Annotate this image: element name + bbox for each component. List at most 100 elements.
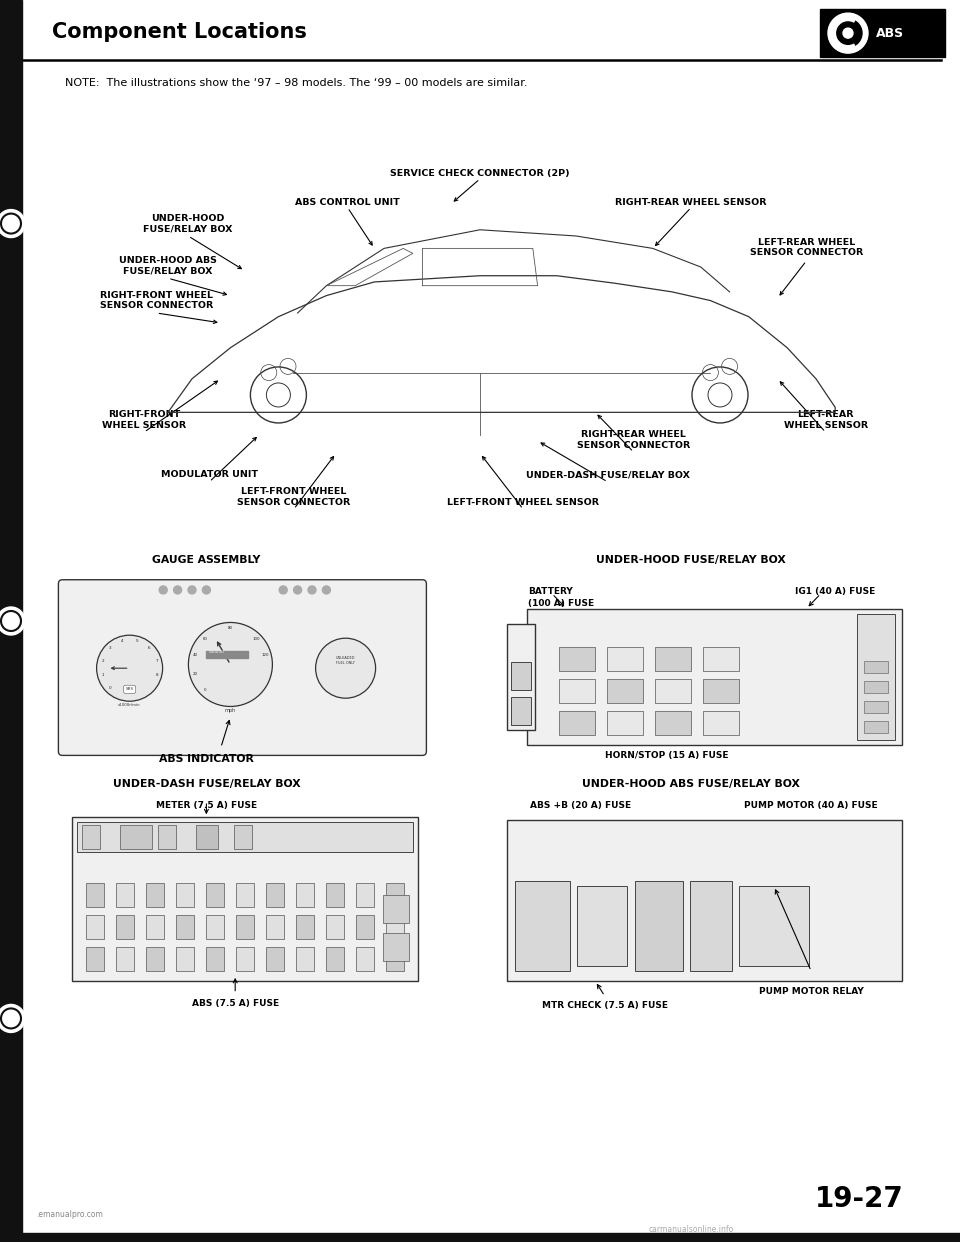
Bar bbox=[511, 662, 531, 691]
Bar bbox=[82, 825, 100, 850]
Bar bbox=[577, 887, 627, 966]
Bar bbox=[515, 881, 570, 971]
Text: MTR CHECK (7.5 A) FUSE: MTR CHECK (7.5 A) FUSE bbox=[541, 1001, 668, 1010]
Bar bbox=[690, 881, 732, 971]
Bar bbox=[296, 948, 314, 971]
Bar bbox=[356, 948, 374, 971]
Bar bbox=[559, 647, 595, 671]
Bar bbox=[296, 915, 314, 939]
Text: UNDER-HOOD
FUSE/RELAY BOX: UNDER-HOOD FUSE/RELAY BOX bbox=[143, 214, 233, 233]
Text: 19-27: 19-27 bbox=[815, 1185, 903, 1212]
Bar bbox=[864, 681, 888, 693]
Text: 8: 8 bbox=[156, 673, 158, 677]
Bar bbox=[234, 825, 252, 850]
Bar bbox=[703, 647, 739, 671]
Bar bbox=[0, 0, 22, 1242]
Circle shape bbox=[308, 586, 316, 594]
Text: LEFT-REAR
WHEEL SENSOR: LEFT-REAR WHEEL SENSOR bbox=[783, 410, 868, 430]
Bar bbox=[86, 948, 104, 971]
Text: RIGHT-REAR WHEEL
SENSOR CONNECTOR: RIGHT-REAR WHEEL SENSOR CONNECTOR bbox=[577, 430, 690, 450]
Circle shape bbox=[843, 29, 853, 39]
Text: LEFT-FRONT WHEEL SENSOR: LEFT-FRONT WHEEL SENSOR bbox=[447, 498, 599, 507]
Text: PUMP MOTOR RELAY: PUMP MOTOR RELAY bbox=[758, 987, 864, 996]
Bar bbox=[326, 883, 344, 907]
Bar bbox=[116, 948, 134, 971]
Text: LEFT-FRONT WHEEL
SENSOR CONNECTOR: LEFT-FRONT WHEEL SENSOR CONNECTOR bbox=[237, 487, 350, 507]
Bar bbox=[864, 702, 888, 713]
Circle shape bbox=[316, 638, 375, 698]
Bar bbox=[236, 948, 254, 971]
Text: RIGHT-FRONT WHEEL
SENSOR CONNECTOR: RIGHT-FRONT WHEEL SENSOR CONNECTOR bbox=[100, 291, 213, 310]
Text: 120: 120 bbox=[261, 653, 269, 657]
Bar bbox=[116, 883, 134, 907]
Bar bbox=[857, 614, 896, 740]
Bar bbox=[655, 647, 691, 671]
Text: SRS: SRS bbox=[126, 687, 133, 692]
Bar bbox=[176, 915, 194, 939]
Bar bbox=[326, 948, 344, 971]
Text: RIGHT-FRONT
WHEEL SENSOR: RIGHT-FRONT WHEEL SENSOR bbox=[102, 410, 186, 430]
Circle shape bbox=[0, 210, 25, 237]
Bar bbox=[607, 712, 643, 735]
Text: 7: 7 bbox=[156, 660, 158, 663]
Text: ABS CONTROL UNIT: ABS CONTROL UNIT bbox=[295, 199, 400, 207]
Text: 5: 5 bbox=[135, 640, 138, 643]
Text: 3: 3 bbox=[108, 646, 111, 651]
Text: UNLEADED
FUEL ONLY: UNLEADED FUEL ONLY bbox=[336, 657, 355, 664]
Bar bbox=[176, 883, 194, 907]
Bar bbox=[511, 697, 531, 725]
Circle shape bbox=[188, 586, 196, 594]
Text: 0: 0 bbox=[204, 688, 206, 692]
Bar bbox=[0, 1233, 960, 1242]
Bar bbox=[86, 883, 104, 907]
Bar bbox=[116, 915, 134, 939]
Bar bbox=[266, 948, 284, 971]
Bar bbox=[176, 948, 194, 971]
Text: SERVICE CHECK CONNECTOR (2P): SERVICE CHECK CONNECTOR (2P) bbox=[390, 169, 570, 178]
Circle shape bbox=[203, 586, 210, 594]
Bar bbox=[383, 933, 409, 961]
FancyBboxPatch shape bbox=[59, 580, 426, 755]
Text: NOTE:  The illustrations show the ‘97 – 98 models. The ‘99 – 00 models are simil: NOTE: The illustrations show the ‘97 – 9… bbox=[65, 78, 527, 88]
Bar bbox=[206, 948, 224, 971]
Bar bbox=[266, 915, 284, 939]
Text: 60: 60 bbox=[203, 637, 207, 641]
Bar bbox=[507, 623, 535, 730]
Bar bbox=[739, 887, 809, 966]
Text: UNDER-HOOD ABS
FUSE/RELAY BOX: UNDER-HOOD ABS FUSE/RELAY BOX bbox=[119, 256, 217, 276]
Bar bbox=[326, 915, 344, 939]
Bar bbox=[386, 883, 404, 907]
Text: 100: 100 bbox=[252, 637, 259, 641]
Text: .emanualpro.com: .emanualpro.com bbox=[36, 1210, 104, 1220]
Text: GAUGE ASSEMBLY: GAUGE ASSEMBLY bbox=[153, 555, 260, 565]
Bar bbox=[655, 712, 691, 735]
Circle shape bbox=[0, 1005, 25, 1032]
Bar bbox=[703, 712, 739, 735]
Text: ABS +B (20 A) FUSE: ABS +B (20 A) FUSE bbox=[530, 801, 631, 810]
Bar bbox=[206, 651, 249, 658]
Text: 80: 80 bbox=[228, 626, 233, 631]
Bar bbox=[196, 825, 218, 850]
Bar bbox=[120, 825, 152, 850]
Bar bbox=[386, 948, 404, 971]
Text: 20: 20 bbox=[193, 672, 198, 676]
Bar bbox=[559, 679, 595, 703]
Bar bbox=[607, 647, 643, 671]
Text: ABS: ABS bbox=[876, 26, 904, 40]
Text: 0: 0 bbox=[108, 686, 111, 691]
Bar bbox=[206, 883, 224, 907]
Text: carmanualsonline.info: carmanualsonline.info bbox=[649, 1225, 733, 1235]
Text: 6: 6 bbox=[148, 646, 151, 651]
Circle shape bbox=[323, 586, 330, 594]
Bar bbox=[607, 679, 643, 703]
Text: UNDER-HOOD ABS FUSE/RELAY BOX: UNDER-HOOD ABS FUSE/RELAY BOX bbox=[583, 779, 800, 789]
Bar bbox=[820, 9, 945, 57]
Bar bbox=[864, 722, 888, 733]
Bar bbox=[296, 883, 314, 907]
Circle shape bbox=[159, 586, 167, 594]
Text: HORN/STOP (15 A) FUSE: HORN/STOP (15 A) FUSE bbox=[606, 751, 729, 760]
Text: PUMP MOTOR (40 A) FUSE: PUMP MOTOR (40 A) FUSE bbox=[744, 801, 878, 810]
Circle shape bbox=[279, 586, 287, 594]
Circle shape bbox=[294, 586, 301, 594]
Text: LEFT-REAR WHEEL
SENSOR CONNECTOR: LEFT-REAR WHEEL SENSOR CONNECTOR bbox=[750, 237, 863, 257]
